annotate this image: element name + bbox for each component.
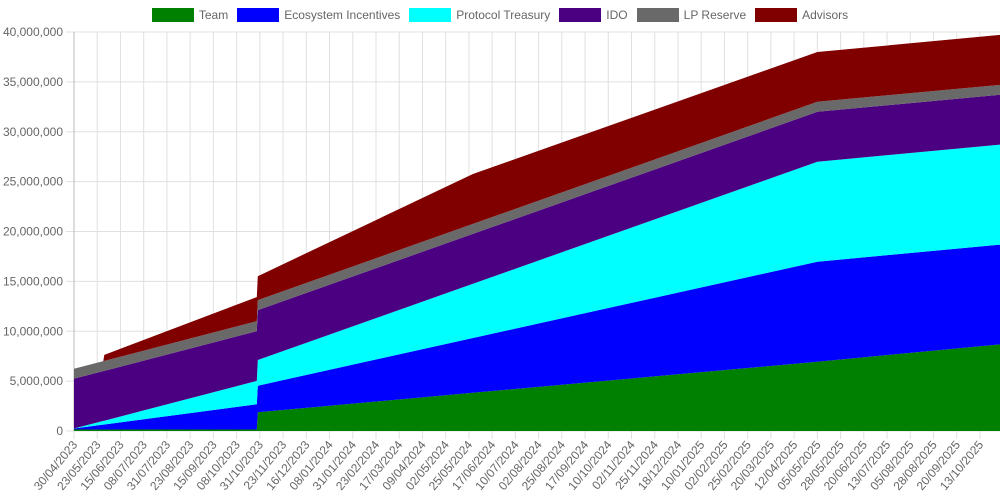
y-tick-label: 15,000,000 — [3, 274, 63, 288]
y-tick-label: 5,000,000 — [10, 374, 64, 388]
legend-label: Team — [198, 8, 229, 22]
y-tick-label: 25,000,000 — [3, 175, 63, 189]
legend-item-lp-reserve[interactable]: LP Reserve — [636, 8, 747, 22]
area-ecosystem-incentives — [74, 244, 1000, 430]
legend-swatch — [559, 8, 602, 22]
legend-item-ecosystem-incentives[interactable]: Ecosystem Incentives — [237, 8, 400, 22]
legend-label: IDO — [606, 8, 628, 22]
y-tick-label: 35,000,000 — [3, 75, 63, 89]
legend-swatch — [636, 8, 679, 22]
area-lp-reserve — [74, 84, 1000, 379]
legend-label: Advisors — [802, 8, 849, 22]
legend-item-ido[interactable]: IDO — [559, 8, 628, 22]
area-protocol-treasury — [74, 144, 1000, 429]
legend-label: Protocol Treasury — [456, 8, 551, 22]
y-tick-label: 0 — [56, 424, 63, 438]
y-tick-label: 30,000,000 — [3, 125, 63, 139]
chart-legend: Team Ecosystem Incentives Protocol Treas… — [0, 8, 1000, 22]
legend-item-team[interactable]: Team — [151, 8, 229, 22]
legend-label: Ecosystem Incentives — [284, 8, 401, 22]
legend-item-protocol-treasury[interactable]: Protocol Treasury — [409, 8, 550, 22]
area-advisors — [74, 34, 1000, 369]
legend-swatch — [151, 8, 194, 22]
legend-swatch — [755, 8, 798, 22]
legend-label: LP Reserve — [683, 8, 747, 22]
y-tick-label: 40,000,000 — [3, 25, 63, 39]
area-team — [74, 344, 1000, 431]
area-ido — [74, 94, 1000, 429]
y-tick-label: 10,000,000 — [3, 324, 63, 338]
y-tick-label: 20,000,000 — [3, 225, 63, 239]
legend-swatch — [237, 8, 280, 22]
legend-swatch — [409, 8, 452, 22]
legend-item-advisors[interactable]: Advisors — [755, 8, 848, 22]
